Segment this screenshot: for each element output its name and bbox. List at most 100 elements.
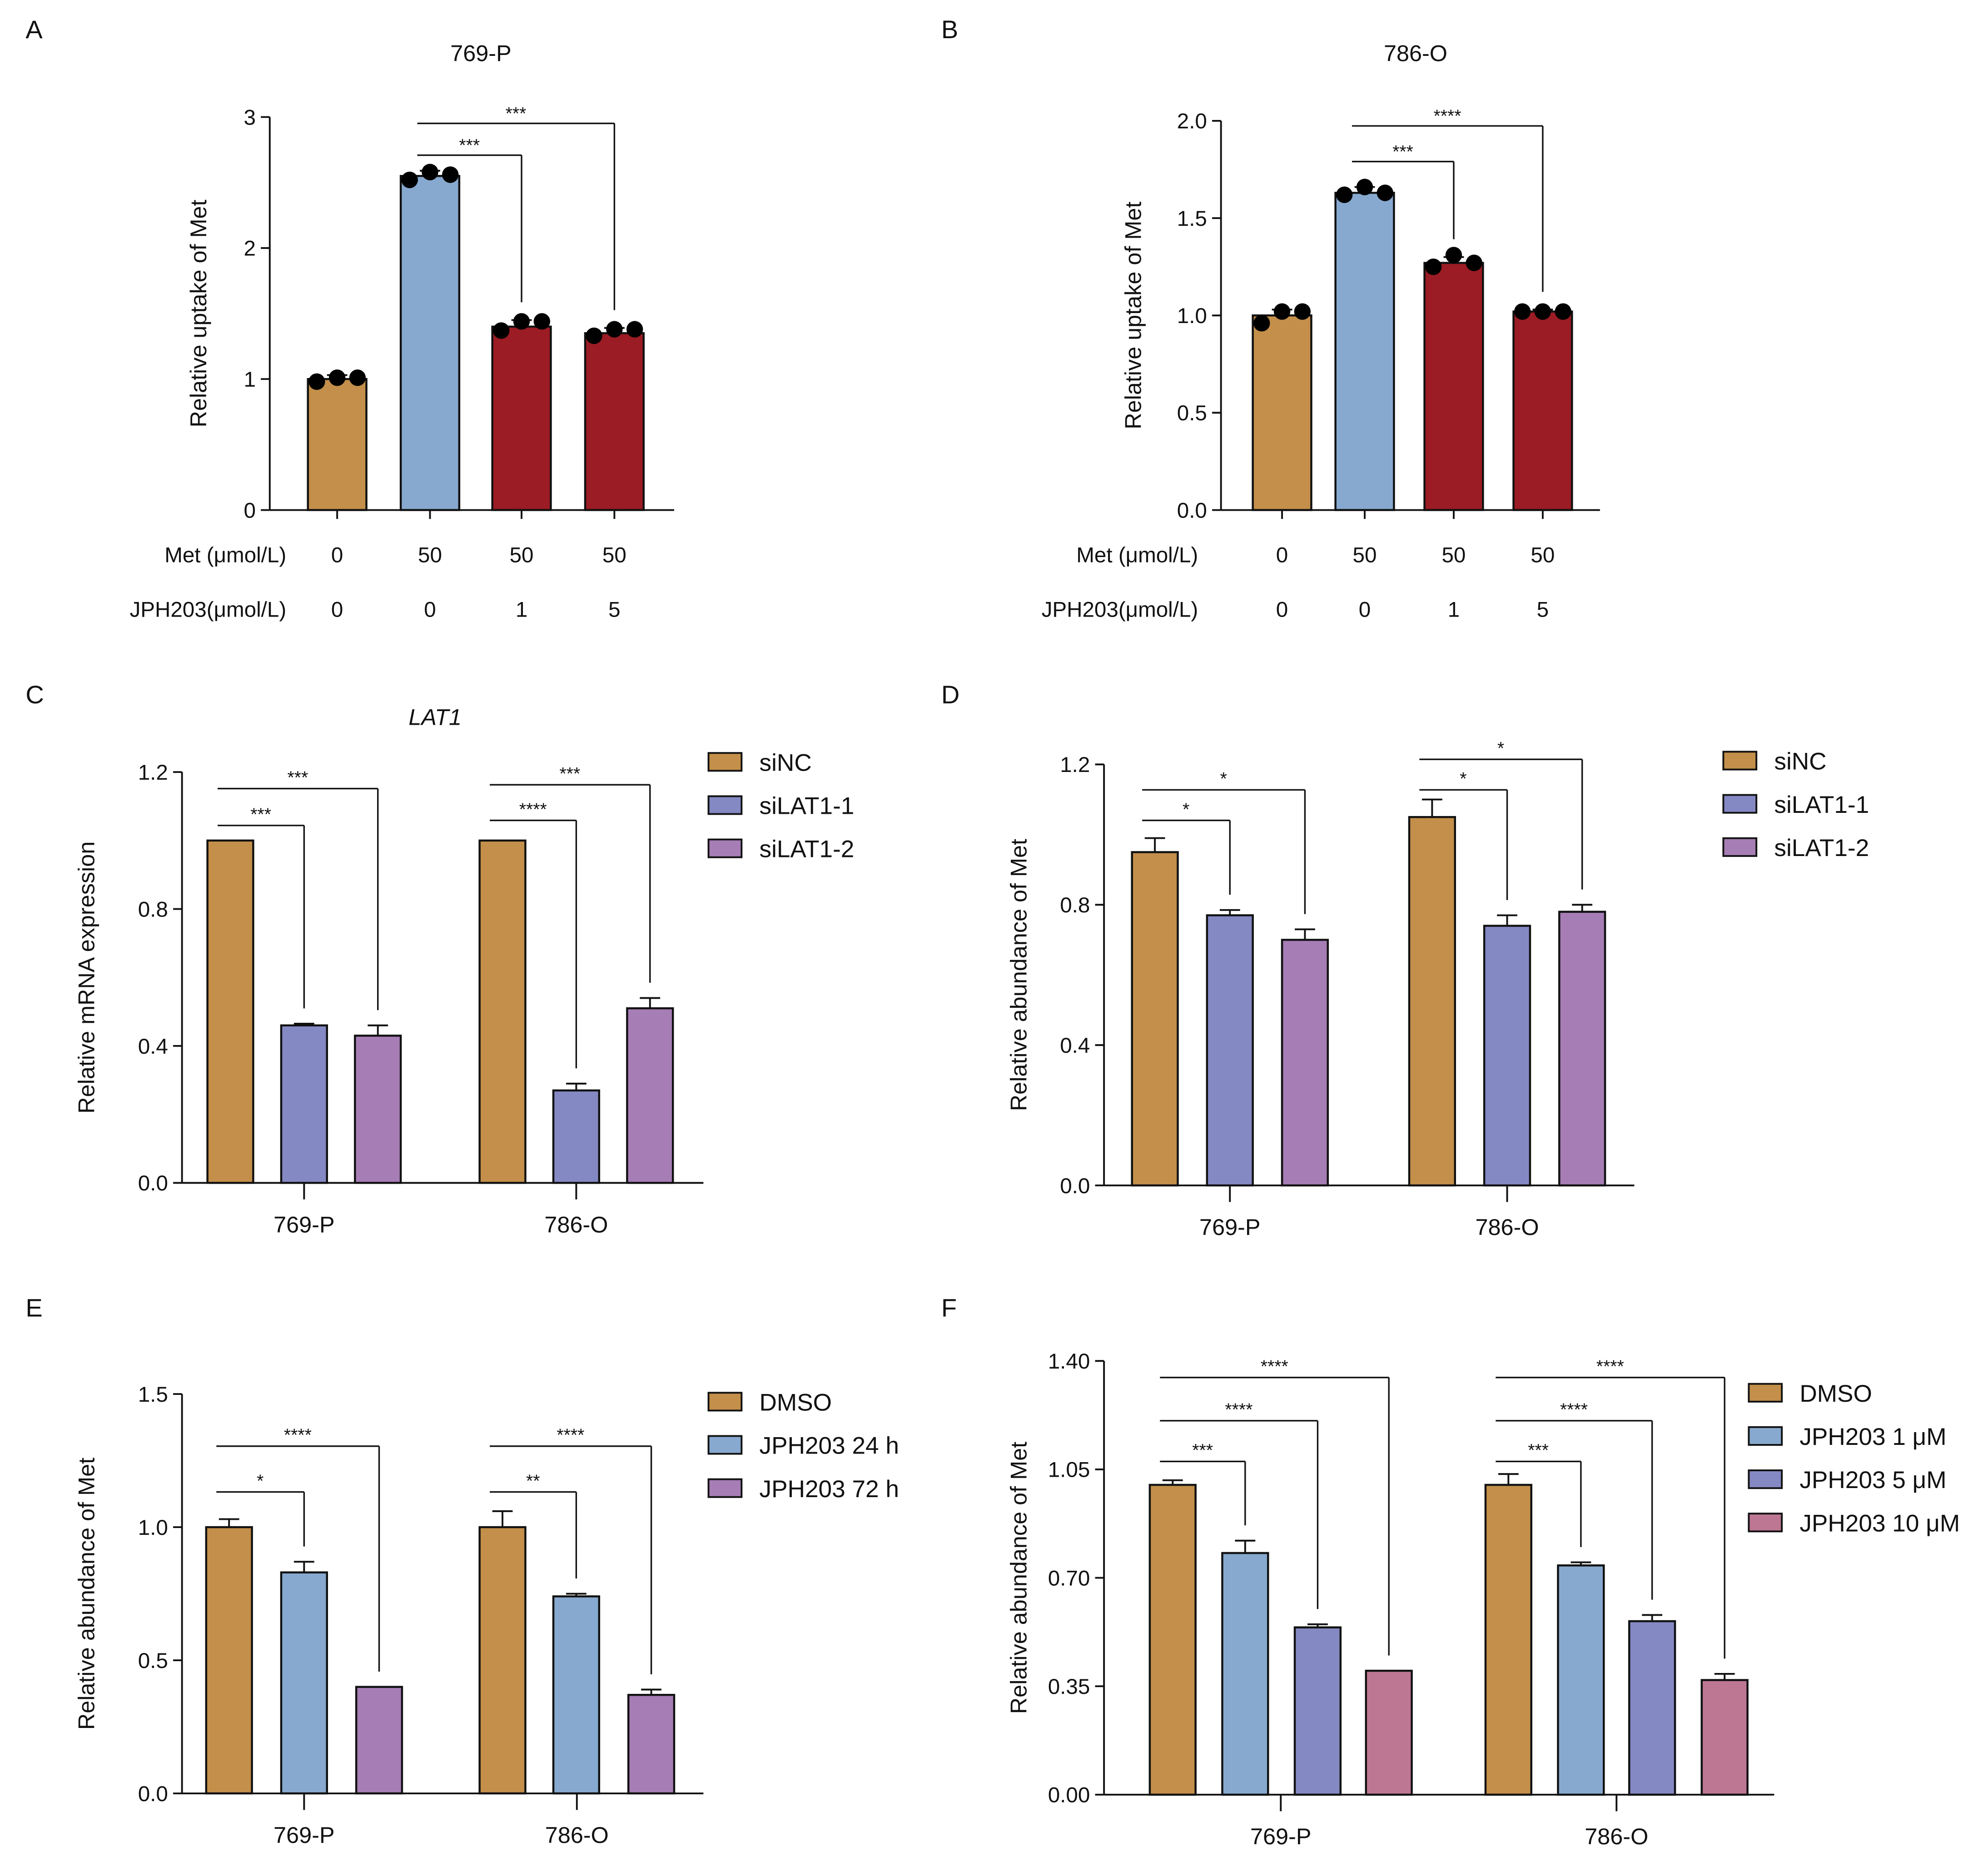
legend-swatch	[707, 795, 743, 815]
data-point	[1253, 315, 1270, 332]
y-tick-label: 0.0	[1177, 498, 1207, 523]
bar-silat1-2	[626, 1007, 674, 1184]
y-tick-label: 1.2	[1060, 753, 1090, 777]
data-point	[1514, 303, 1531, 320]
y-axis-label: Relative mRNA expression	[73, 841, 99, 1114]
data-point	[328, 369, 346, 386]
bar-jph203-5-m	[1628, 1620, 1676, 1796]
significance-label: *	[1220, 769, 1227, 789]
bar-jph203-72-h	[627, 1693, 676, 1795]
x-tick-label: 786-O	[1585, 1823, 1648, 1849]
bar-sinc	[1408, 816, 1456, 1187]
data-point	[606, 321, 623, 338]
bar	[307, 378, 368, 511]
significance-label: *	[1497, 739, 1504, 758]
data-point	[1425, 258, 1442, 275]
y-tick-label: 0.8	[138, 897, 168, 921]
x-row-value: 0	[424, 598, 436, 622]
bar-silat1-1	[1206, 914, 1254, 1187]
chart-title: 769-P	[450, 40, 511, 66]
y-axis-label: Relative abundance of Met	[1005, 839, 1031, 1111]
bar-jph203-24-h	[280, 1571, 328, 1795]
x-tick-label: 769-P	[1199, 1214, 1260, 1240]
legend-swatch	[1722, 751, 1758, 771]
panel-label: C	[25, 680, 44, 709]
bar-jph203-24-h	[552, 1595, 601, 1795]
significance-label: ***	[1392, 142, 1413, 162]
y-tick-label: 0.5	[1177, 401, 1207, 425]
y-axis-label: Relative uptake of Met	[185, 199, 211, 427]
legend-swatch	[707, 752, 743, 772]
x-row-value: 0	[331, 598, 343, 622]
y-tick-label: 0.4	[138, 1035, 168, 1059]
legend-swatch	[707, 838, 743, 858]
data-point	[1294, 303, 1311, 320]
significance-label: ***	[1192, 1441, 1213, 1460]
chart-title: 786-O	[1384, 40, 1447, 66]
legend-swatch	[1722, 794, 1758, 814]
x-tick-label: 786-O	[545, 1822, 609, 1848]
y-tick-label: 2	[244, 237, 256, 261]
bar	[1252, 314, 1312, 511]
y-tick-label: 0.35	[1048, 1675, 1090, 1699]
bar-silat1-2	[1558, 911, 1606, 1187]
y-axis-label: Relative uptake of Met	[1120, 202, 1146, 429]
data-point	[401, 171, 418, 189]
y-tick-label: 1	[244, 368, 256, 392]
significance-label: ****	[284, 1426, 312, 1445]
legend-label: siNC	[760, 749, 812, 776]
y-tick-label: 1.05	[1048, 1458, 1090, 1482]
data-point	[1534, 303, 1551, 320]
bar	[1423, 262, 1484, 511]
legend-label: DMSO	[1799, 1380, 1872, 1407]
panel-label: F	[941, 1293, 957, 1322]
significance-label: ****	[1433, 107, 1461, 126]
bar-jph203-1-m	[1221, 1552, 1269, 1796]
panel-label: A	[25, 15, 43, 44]
y-tick-label: 0.00	[1048, 1783, 1090, 1807]
x-tick-label: 786-O	[1476, 1214, 1539, 1240]
legend-swatch	[1722, 837, 1758, 857]
x-row-value: 0	[331, 543, 343, 567]
data-point	[1336, 186, 1353, 203]
data-point	[1555, 303, 1571, 320]
legend-label: JPH203 24 h	[760, 1433, 899, 1459]
significance-label: *	[1460, 769, 1466, 789]
x-row-value: 50	[510, 543, 534, 567]
significance-label: ***	[250, 805, 271, 825]
bar-dmso	[478, 1526, 527, 1795]
bar-dmso	[205, 1526, 253, 1795]
bar-sinc	[478, 839, 527, 1184]
y-tick-label: 0.5	[138, 1649, 168, 1673]
legend-label: siLAT1-2	[760, 836, 855, 863]
significance-label: ***	[1528, 1441, 1549, 1460]
x-row-label: Met (μmol/L)	[1076, 543, 1198, 567]
bar-dmso	[1484, 1484, 1532, 1796]
bar-jph203-10-m	[1365, 1669, 1413, 1796]
y-axis-label: Relative abundance of Met	[73, 1458, 99, 1730]
significance-label: ***	[506, 104, 527, 124]
x-tick-label: 769-P	[1250, 1823, 1311, 1849]
chart-title: LAT1	[408, 704, 462, 730]
y-tick-label: 0.0	[1060, 1174, 1090, 1198]
y-tick-label: 1.5	[138, 1383, 168, 1407]
legend-label: DMSO	[760, 1389, 832, 1416]
x-row-value: 5	[608, 598, 620, 622]
bar	[584, 332, 645, 511]
bar-dmso	[1148, 1484, 1197, 1796]
data-point	[1445, 247, 1462, 264]
y-tick-label: 0.8	[1060, 893, 1090, 917]
significance-label: ****	[1560, 1400, 1588, 1420]
x-row-value: 0	[1276, 598, 1288, 622]
bar-silat1-2	[1281, 939, 1329, 1187]
panel-label: B	[941, 15, 958, 44]
significance-label: ****	[1261, 1357, 1288, 1376]
significance-label: ***	[459, 136, 480, 155]
bar-jph203-1-m	[1557, 1564, 1605, 1796]
data-point	[1377, 184, 1393, 201]
significance-label: *	[1183, 800, 1189, 819]
y-tick-label: 1.0	[138, 1516, 168, 1540]
significance-label: *	[257, 1471, 263, 1491]
data-point	[308, 373, 325, 390]
